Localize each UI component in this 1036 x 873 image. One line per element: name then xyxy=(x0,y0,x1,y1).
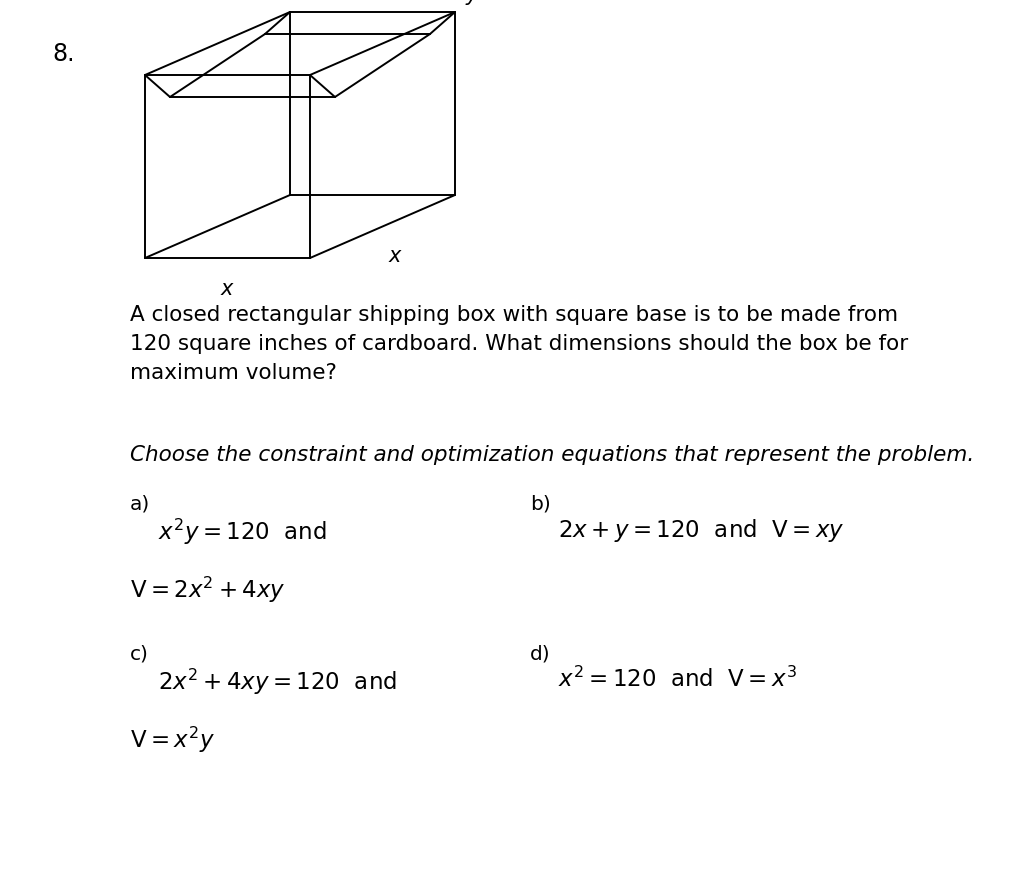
Text: $2x + y = 120$  and  $\mathrm{V} = xy$: $2x + y = 120$ and $\mathrm{V} = xy$ xyxy=(558,517,844,544)
Text: b): b) xyxy=(530,495,551,514)
Text: 8.: 8. xyxy=(52,42,75,66)
Text: $x$: $x$ xyxy=(220,280,235,299)
Text: $\mathrm{V} = x^2y$: $\mathrm{V} = x^2y$ xyxy=(130,725,214,755)
Text: A closed rectangular shipping box with square base is to be made from
120 square: A closed rectangular shipping box with s… xyxy=(130,305,909,382)
Text: $x^2y = 120$  and: $x^2y = 120$ and xyxy=(159,517,326,547)
Text: $y$: $y$ xyxy=(465,0,480,7)
Text: Choose the constraint and optimization equations that represent the problem.: Choose the constraint and optimization e… xyxy=(130,445,974,465)
Text: $\mathrm{V} = 2x^2 + 4xy$: $\mathrm{V} = 2x^2 + 4xy$ xyxy=(130,575,286,605)
Text: $x^2 = 120$  and  $\mathrm{V} = x^3$: $x^2 = 120$ and $\mathrm{V} = x^3$ xyxy=(558,667,797,692)
Text: $2x^2 + 4xy = 120$  and: $2x^2 + 4xy = 120$ and xyxy=(159,667,397,698)
Text: $x$: $x$ xyxy=(387,246,403,265)
Text: c): c) xyxy=(130,645,149,664)
Text: d): d) xyxy=(530,645,550,664)
Text: a): a) xyxy=(130,495,150,514)
